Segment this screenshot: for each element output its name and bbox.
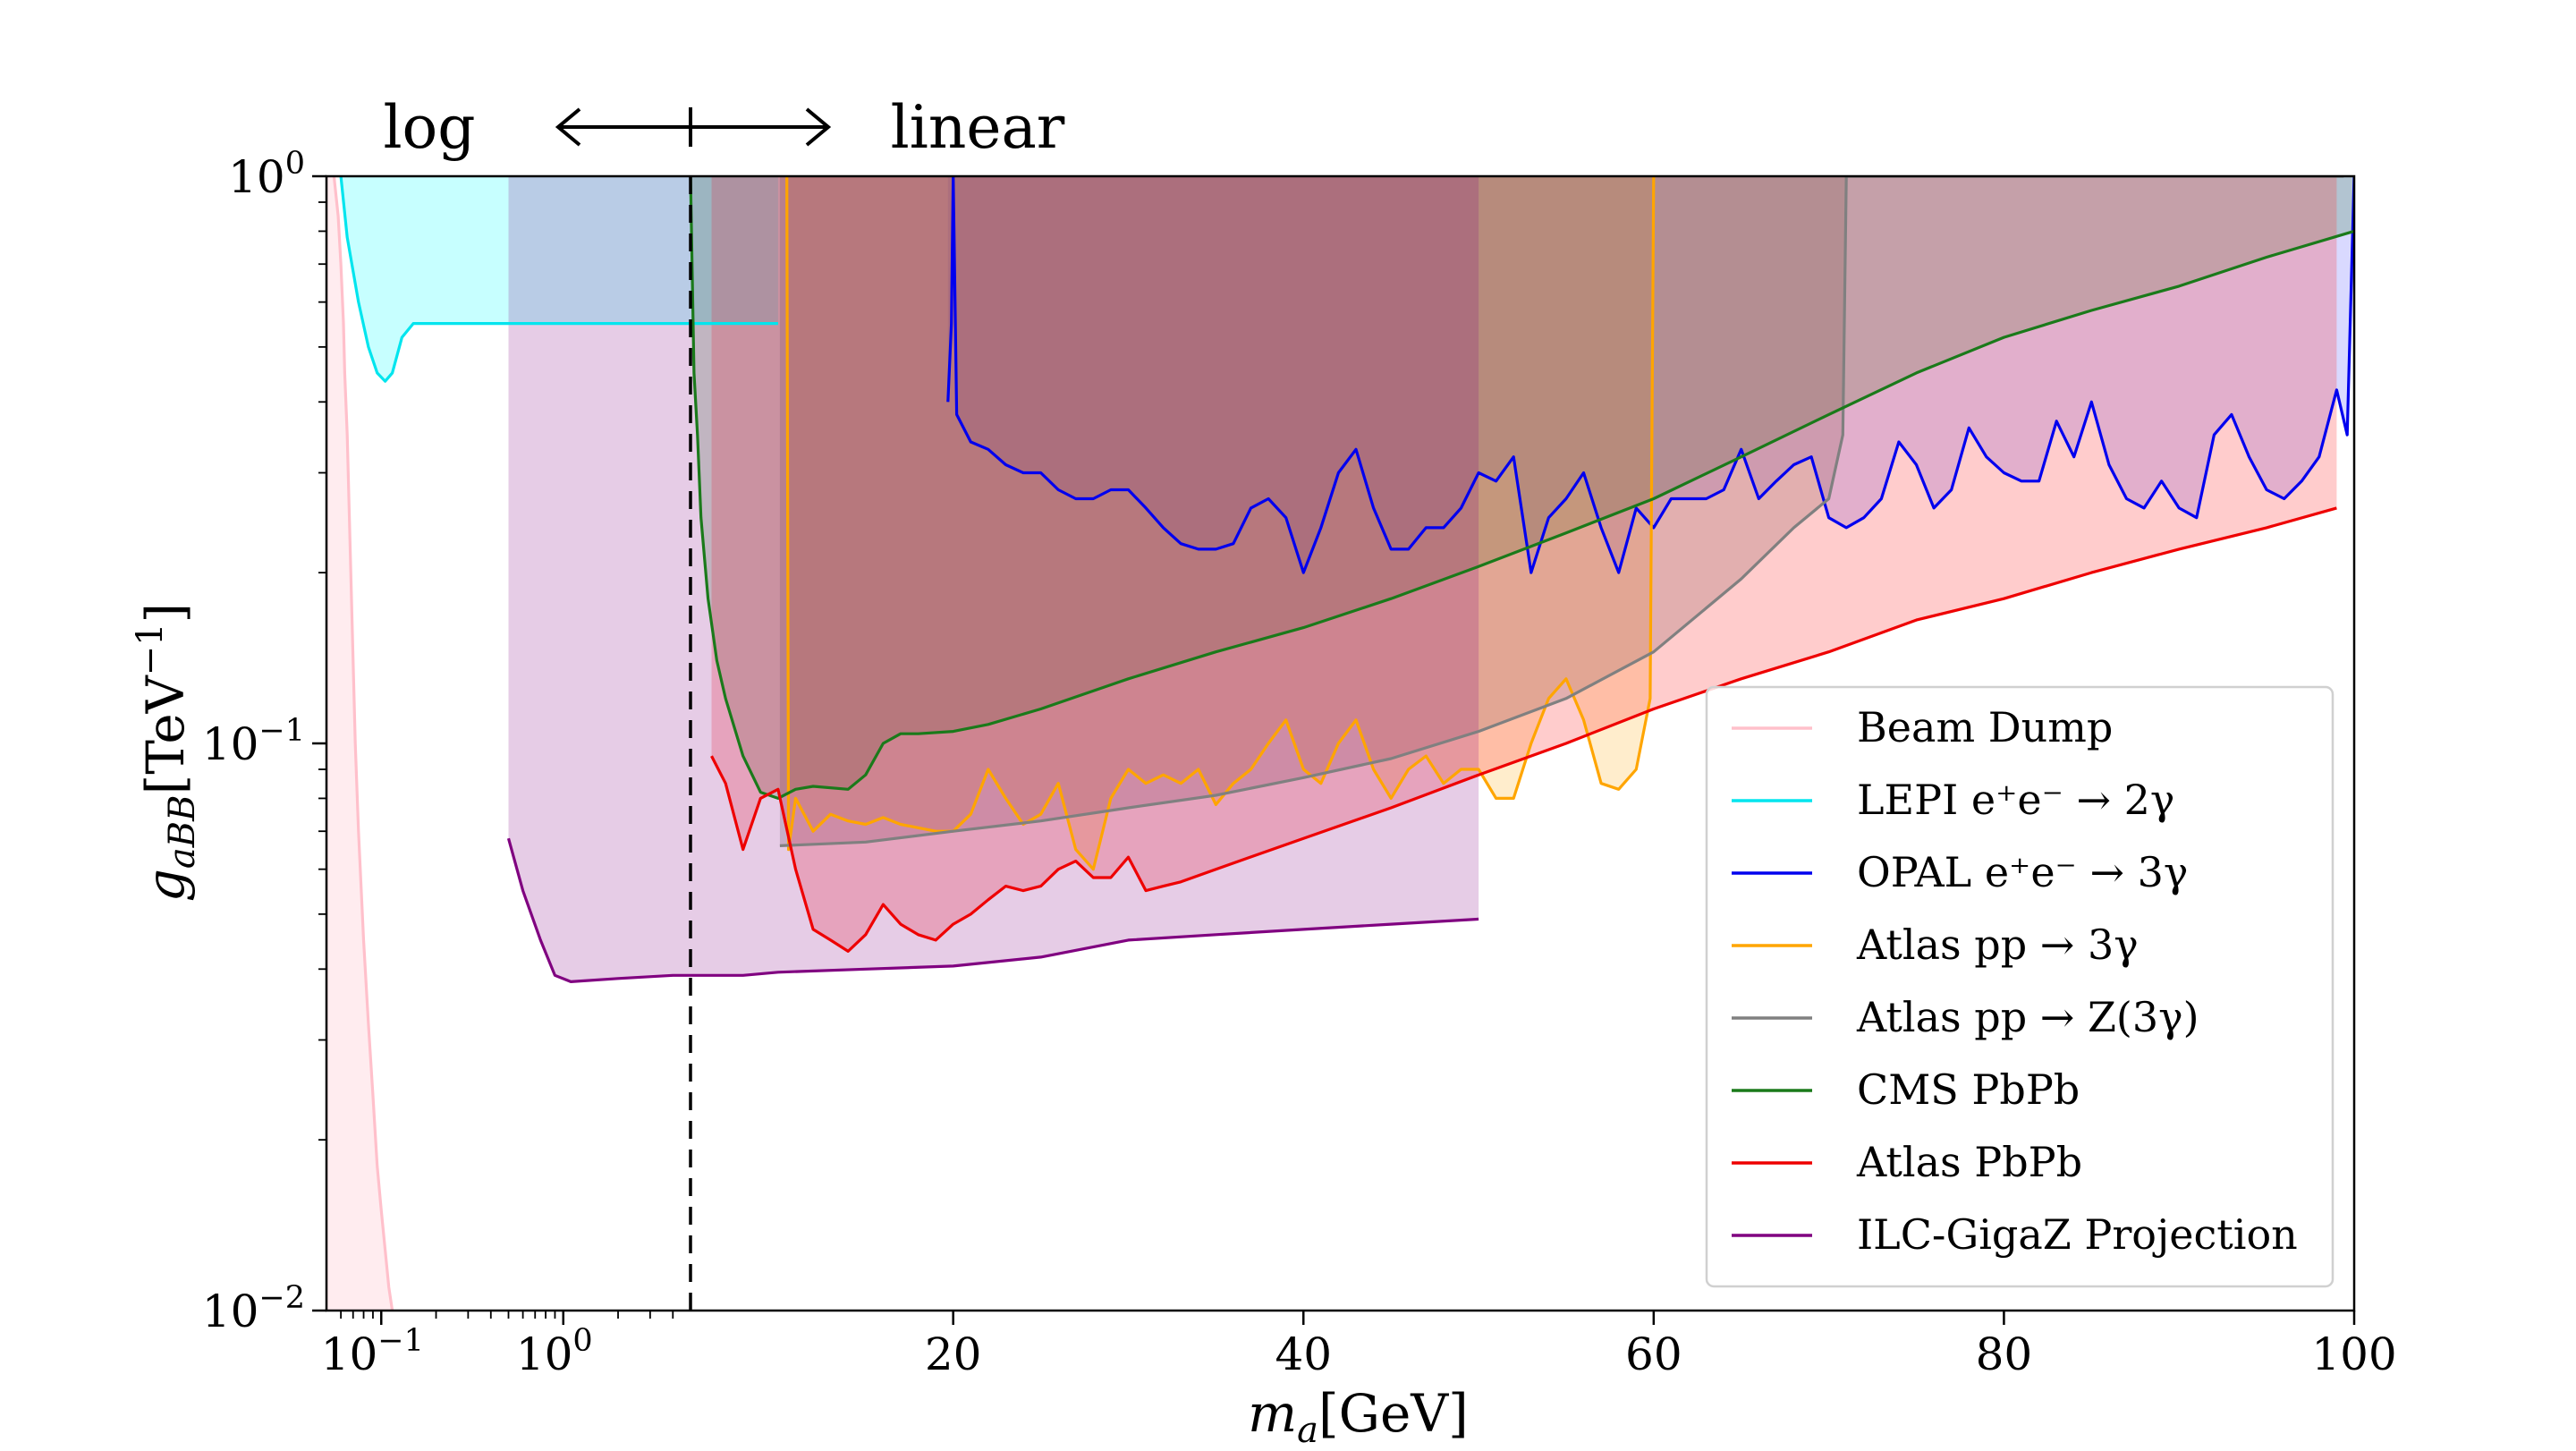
x-tick-label: 100 xyxy=(2311,1328,2396,1380)
legend-label-cms_pbpb: CMS PbPb xyxy=(1857,1065,2080,1114)
region-atlas_pp_3g xyxy=(786,176,1654,870)
y-tick-label: 100 xyxy=(228,146,305,203)
region-atlas_pbpb xyxy=(711,176,2337,952)
y-axis-label-text: gaBB[TeV−1] xyxy=(130,603,203,902)
log-label: log xyxy=(383,93,475,162)
legend-label-beam_dump: Beam Dump xyxy=(1857,703,2113,751)
x-tick-label: 10−1 xyxy=(321,1323,424,1380)
curve-atlas_pp_3g xyxy=(785,176,1656,871)
legend-label-atlas_pp_3g: Atlas pp → 3γ xyxy=(1856,921,2139,969)
y-tick-label: 10−1 xyxy=(202,713,305,770)
legend-label-atlas_pp_z3g: Atlas pp → Z(3γ) xyxy=(1856,993,2199,1041)
scale-arrow-right-head xyxy=(805,107,832,147)
legend-label-ilc_gigaz: ILC-GigaZ Projection xyxy=(1857,1210,2298,1259)
curve-ilc_gigaz xyxy=(506,837,1479,983)
legend-label-opal: OPAL e⁺e⁻ → 3γ xyxy=(1857,848,2188,896)
legend: Beam Dump LEPI e⁺e⁻ → 2γ OPAL e⁺e⁻ → 3γ Atl… xyxy=(1705,685,2334,1288)
limit-curves xyxy=(332,176,2354,1311)
region-atlas_pp_z3g xyxy=(779,176,2344,846)
region-cms_pbpb xyxy=(691,176,2354,799)
legend-box xyxy=(1705,685,2334,1288)
legend-label-atlas_pbpb: Atlas PbPb xyxy=(1856,1138,2082,1186)
x-tick-label: 80 xyxy=(1976,1328,2033,1380)
legend-label-lepi: LEPI e⁺e⁻ → 2γ xyxy=(1857,776,2174,824)
x-tick-label: 100 xyxy=(516,1323,593,1380)
scale-arrow-left-head xyxy=(555,107,581,147)
curve-atlas_pp_z3g xyxy=(779,176,2344,847)
x-tick-label: 40 xyxy=(1275,1328,1332,1380)
axes: 100 10−1 10−2 10−1 100 20 40 60 80 100 ma[GeV] gaBB… xyxy=(130,146,2397,1451)
curve-opal xyxy=(946,176,2354,574)
region-beam_dump xyxy=(326,176,393,1311)
y-axis-label: gaBB[TeV−1] xyxy=(130,603,203,902)
curve-beam_dump xyxy=(332,176,394,1311)
x-tick-label: 20 xyxy=(925,1328,982,1380)
axis-scale-header: log linear xyxy=(383,93,1064,162)
region-ilc_gigaz xyxy=(508,176,1479,982)
x-tick-label: 60 xyxy=(1625,1328,1682,1380)
curve-atlas_pbpb xyxy=(710,506,2337,953)
linear-label: linear xyxy=(891,93,1065,162)
y-tick-label: 10−2 xyxy=(202,1280,305,1337)
curve-cms_pbpb xyxy=(689,176,2354,800)
curve-lepi xyxy=(339,176,778,383)
x-axis-label: ma[GeV] xyxy=(1248,1383,1469,1451)
region-lepi xyxy=(341,176,778,382)
